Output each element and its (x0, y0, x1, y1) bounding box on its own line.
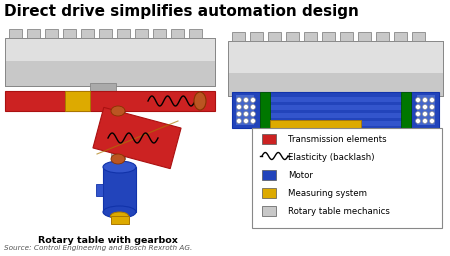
Bar (322, 32, 335, 41)
Bar (90, 83, 116, 101)
Bar (261, 105, 410, 110)
Bar (228, 41, 443, 73)
Circle shape (415, 119, 420, 123)
Bar (5, 91, 215, 111)
Bar (228, 41, 443, 96)
Bar (286, 32, 299, 41)
Bar (261, 113, 410, 118)
Text: Rotary table with gearbox: Rotary table with gearbox (38, 236, 178, 245)
Bar (171, 29, 184, 38)
Bar (376, 32, 389, 41)
Bar (111, 216, 129, 224)
Circle shape (415, 98, 420, 102)
Circle shape (237, 98, 242, 102)
Circle shape (237, 119, 242, 123)
Text: Source: Control Engineering and Bosch Rexroth AG.: Source: Control Engineering and Bosch Re… (4, 245, 192, 251)
Bar (63, 29, 76, 38)
Circle shape (243, 98, 248, 102)
Circle shape (429, 104, 435, 110)
Ellipse shape (194, 92, 206, 110)
Circle shape (423, 104, 427, 110)
Text: Elasticity (backlash): Elasticity (backlash) (288, 153, 374, 162)
Bar (401, 92, 411, 128)
Text: Transmission elements: Transmission elements (288, 134, 387, 144)
Bar (358, 32, 371, 41)
Bar (232, 92, 260, 128)
Bar (261, 97, 410, 102)
Circle shape (423, 119, 427, 123)
Circle shape (429, 112, 435, 116)
Bar (236, 95, 254, 125)
Bar (65, 91, 90, 111)
Bar (394, 32, 407, 41)
Bar (340, 32, 353, 41)
Circle shape (251, 119, 256, 123)
Bar (103, 167, 136, 212)
Text: Rotary table with direct drive: Rotary table with direct drive (257, 134, 415, 143)
Bar (262, 206, 276, 216)
Circle shape (251, 98, 256, 102)
Bar (189, 29, 202, 38)
Polygon shape (93, 107, 181, 169)
Bar (45, 29, 58, 38)
Circle shape (423, 98, 427, 102)
Bar (250, 32, 263, 41)
Bar (5, 38, 215, 86)
Bar (411, 92, 439, 128)
Circle shape (237, 104, 242, 110)
Bar (9, 29, 22, 38)
Bar (270, 120, 361, 128)
Ellipse shape (111, 106, 125, 116)
Bar (111, 111, 125, 159)
Ellipse shape (111, 212, 129, 220)
Bar (412, 32, 425, 41)
Bar (232, 32, 245, 41)
Bar (81, 29, 94, 38)
Circle shape (237, 112, 242, 116)
Bar (153, 29, 166, 38)
Circle shape (243, 112, 248, 116)
Circle shape (251, 104, 256, 110)
Text: Direct drive simplifies automation design: Direct drive simplifies automation desig… (4, 4, 359, 19)
Bar (417, 95, 435, 125)
Text: Rotary table mechanics: Rotary table mechanics (288, 207, 390, 216)
Text: Measuring system: Measuring system (288, 188, 367, 197)
Bar (5, 38, 215, 61)
Text: Motor: Motor (288, 170, 313, 179)
Bar (304, 32, 317, 41)
Bar (96, 184, 103, 196)
Circle shape (251, 112, 256, 116)
Circle shape (429, 119, 435, 123)
Bar (260, 92, 270, 128)
Ellipse shape (103, 161, 136, 173)
Bar (260, 92, 411, 128)
Bar (262, 134, 276, 144)
Circle shape (423, 112, 427, 116)
Circle shape (429, 98, 435, 102)
Circle shape (415, 104, 420, 110)
Bar (27, 29, 40, 38)
Bar (252, 128, 442, 228)
Circle shape (243, 104, 248, 110)
Bar (5, 38, 215, 86)
Bar (262, 170, 276, 180)
Bar (262, 188, 276, 198)
Bar (99, 29, 112, 38)
Ellipse shape (111, 154, 125, 164)
Bar (268, 32, 281, 41)
Bar (135, 29, 148, 38)
Circle shape (243, 119, 248, 123)
Bar (315, 95, 345, 113)
Bar (228, 41, 443, 96)
Bar (261, 121, 410, 126)
Circle shape (415, 112, 420, 116)
Bar (117, 29, 130, 38)
Ellipse shape (103, 206, 136, 218)
